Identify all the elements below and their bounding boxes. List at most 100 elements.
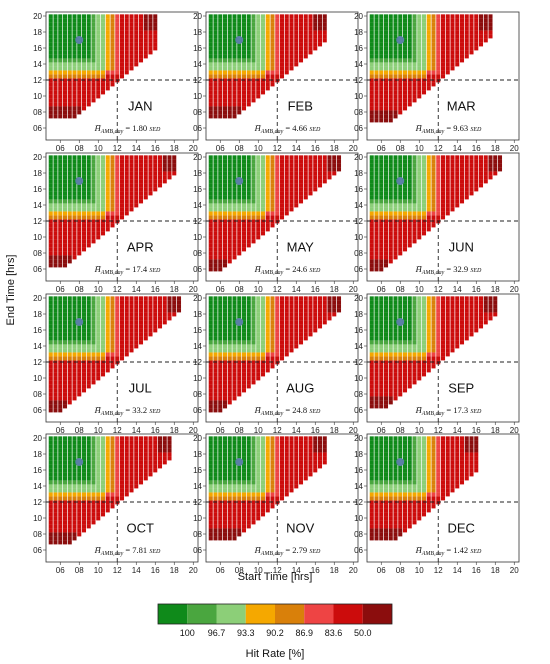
heatmap-cell — [232, 364, 237, 369]
heatmap-cell — [270, 320, 275, 325]
heatmap-cell — [426, 336, 431, 341]
heatmap-cell — [369, 312, 374, 317]
heatmap-cell — [105, 500, 110, 505]
heatmap-cell — [469, 175, 474, 180]
heatmap-cell — [53, 179, 58, 184]
heatmap-cell — [72, 372, 77, 377]
heatmap-cell — [119, 300, 125, 305]
heatmap-cell — [265, 215, 270, 220]
heatmap-cell — [134, 179, 139, 184]
heatmap-cell — [157, 300, 163, 305]
heatmap-cell — [445, 179, 450, 184]
heatmap-cell — [58, 235, 63, 240]
heatmap-cell — [157, 183, 163, 188]
heatmap-cell — [208, 26, 213, 31]
heatmap-cell — [143, 316, 148, 321]
heatmap-cell — [251, 376, 256, 381]
heatmap-cell — [383, 199, 389, 204]
heatmap-cell — [81, 384, 87, 389]
heatmap-cell — [58, 66, 63, 71]
heatmap-cell — [407, 368, 412, 373]
heatmap-cell — [96, 171, 101, 176]
heatmap-cell — [115, 207, 120, 212]
x-tick-label: 06 — [377, 285, 386, 294]
heatmap-cell — [421, 356, 427, 361]
heatmap-cell — [227, 308, 232, 313]
heatmap-cell — [96, 90, 101, 95]
heatmap-cell — [48, 18, 53, 23]
heatmap-cell — [53, 106, 58, 111]
heatmap-cell — [426, 296, 431, 301]
heatmap-cell — [237, 54, 242, 59]
heatmap-cell — [256, 183, 261, 188]
heatmap-cell — [58, 484, 63, 489]
heatmap-cell — [213, 199, 218, 204]
heatmap-cell — [124, 300, 129, 305]
heatmap-cell — [222, 344, 228, 349]
heatmap-cell — [157, 460, 163, 465]
heatmap-cell — [383, 34, 389, 39]
heatmap-cell — [86, 324, 91, 329]
heatmap-cell — [483, 14, 488, 19]
heatmap-cell — [426, 360, 431, 365]
heatmap-cell — [317, 18, 323, 23]
x-tick-label: 06 — [377, 144, 386, 153]
heatmap-cell — [374, 94, 379, 99]
heatmap-cell — [67, 364, 72, 369]
heatmap-cell — [379, 215, 384, 220]
heatmap-cell — [241, 207, 247, 212]
heatmap-cell — [374, 348, 379, 353]
x-tick-label: 16 — [151, 144, 160, 153]
heatmap-cell — [407, 215, 412, 220]
heatmap-cell — [129, 195, 134, 200]
heatmap-cell — [67, 392, 72, 397]
heatmap-cell — [119, 324, 125, 329]
heatmap-cell — [270, 14, 275, 19]
heatmap-cell — [246, 94, 251, 99]
heatmap-cell — [134, 308, 139, 313]
heatmap-cell — [48, 332, 53, 337]
heatmap-cell — [374, 114, 379, 119]
heatmap-cell — [294, 344, 299, 349]
heatmap-cell — [246, 50, 251, 55]
heatmap-cell — [246, 380, 251, 385]
heatmap-cell — [110, 82, 115, 87]
heatmap-cell — [157, 308, 163, 313]
hbar-label: H̄AMB,day = 24.8 SED — [254, 405, 321, 417]
heatmap-cell — [265, 207, 270, 212]
heatmap-cell — [431, 336, 436, 341]
heatmap-cell — [58, 34, 63, 39]
heatmap-cell — [58, 195, 63, 200]
heatmap-cell — [115, 215, 120, 220]
heatmap-cell — [303, 30, 308, 35]
heatmap-cell — [383, 243, 389, 248]
heatmap-cell — [474, 296, 479, 301]
heatmap-cell — [455, 304, 460, 309]
heatmap-cell — [455, 42, 460, 47]
heatmap-cell — [270, 211, 275, 216]
y-tick-label: 08 — [193, 249, 202, 258]
heatmap-cell — [431, 14, 436, 19]
heatmap-cell — [119, 480, 125, 485]
heatmap-cell — [412, 18, 417, 23]
heatmap-cell — [313, 300, 318, 305]
heatmap-cell — [72, 496, 77, 501]
x-tick-label: 14 — [453, 144, 462, 153]
heatmap-cell — [58, 58, 63, 63]
heatmap-cell — [412, 82, 417, 87]
heatmap-cell — [48, 404, 53, 409]
heatmap-cell — [81, 316, 87, 321]
heatmap-cell — [469, 171, 474, 176]
heatmap-cell — [308, 179, 313, 184]
heatmap-cell — [383, 78, 389, 83]
heatmap-cell — [58, 167, 63, 172]
heatmap-cell — [374, 46, 379, 51]
x-tick-label: 16 — [311, 426, 320, 435]
heatmap-cell — [440, 344, 446, 349]
heatmap-cell — [322, 30, 327, 35]
heatmap-cell — [241, 324, 247, 329]
heatmap-cell — [222, 219, 228, 224]
heatmap-cell — [417, 207, 422, 212]
heatmap-cell — [440, 356, 446, 361]
heatmap-cell — [81, 102, 87, 107]
